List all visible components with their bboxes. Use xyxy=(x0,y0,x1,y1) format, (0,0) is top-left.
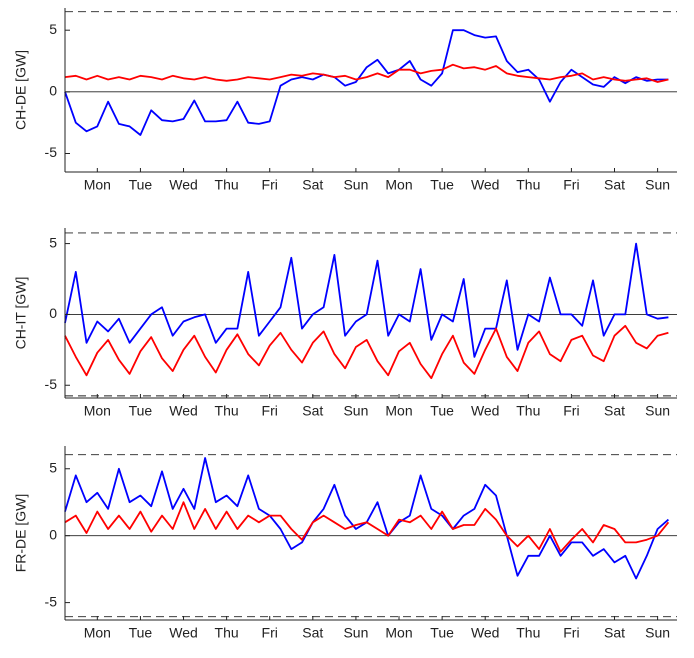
x-tick-label: Fri xyxy=(563,625,579,641)
x-tick-label: Tue xyxy=(430,625,454,641)
y-tick-label: 0 xyxy=(49,526,57,542)
series-line xyxy=(64,457,669,580)
x-tick-label: Thu xyxy=(215,403,239,419)
x-tick-label: Mon xyxy=(385,177,412,193)
x-tick-label: Sun xyxy=(645,403,670,419)
x-tick-label: Sun xyxy=(343,625,368,641)
x-tick-label: Sat xyxy=(302,177,323,193)
y-axis-label: CH-DE [GW] xyxy=(13,50,29,130)
x-tick-label: Fri xyxy=(262,177,278,193)
series-line xyxy=(64,242,669,358)
panel: -5 0 5 Mon Tue Wed Thu Fri Sat Sun Mon Tue Wed Thu Fri… xyxy=(13,228,677,419)
x-tick-label: Fri xyxy=(262,403,278,419)
x-tick-label: Mon xyxy=(84,403,111,419)
x-tick-label: Wed xyxy=(471,403,500,419)
x-tick-label: Tue xyxy=(430,403,454,419)
x-tick-label: Thu xyxy=(516,403,540,419)
y-axis-label: FR-DE [GW] xyxy=(13,494,29,573)
x-tick-label: Wed xyxy=(169,625,198,641)
x-tick-label: Mon xyxy=(84,625,111,641)
x-tick-label: Sun xyxy=(645,625,670,641)
panel: -5 0 5 Mon Tue Wed Thu Fri Sat Sun Mon Tue Wed Thu Fri… xyxy=(13,446,677,641)
x-tick-label: Thu xyxy=(215,625,239,641)
y-tick-label: 5 xyxy=(49,21,57,37)
x-tick-label: Tue xyxy=(129,403,153,419)
x-tick-label: Thu xyxy=(516,625,540,641)
x-tick-label: Sun xyxy=(343,403,368,419)
x-tick-label: Sun xyxy=(343,177,368,193)
series-line xyxy=(64,324,669,380)
x-tick-label: Tue xyxy=(129,177,153,193)
x-tick-label: Fri xyxy=(563,177,579,193)
y-tick-label: 5 xyxy=(49,459,57,475)
y-tick-label: -5 xyxy=(45,376,58,392)
x-tick-label: Wed xyxy=(169,403,198,419)
y-tick-label: -5 xyxy=(45,144,58,160)
x-tick-label: Wed xyxy=(471,177,500,193)
y-tick-label: 5 xyxy=(49,234,57,250)
x-tick-label: Tue xyxy=(129,625,153,641)
panel: -5 0 5 Mon Tue Wed Thu Fri Sat Sun Mon Tue Wed Thu Fri… xyxy=(13,8,677,193)
x-tick-label: Sat xyxy=(302,403,323,419)
x-tick-label: Thu xyxy=(215,177,239,193)
x-tick-label: Sun xyxy=(645,177,670,193)
series-line xyxy=(64,29,669,136)
x-tick-label: Mon xyxy=(84,177,111,193)
x-tick-label: Wed xyxy=(471,625,500,641)
y-tick-label: -5 xyxy=(45,593,58,609)
series-line xyxy=(64,63,669,83)
x-tick-label: Fri xyxy=(262,625,278,641)
series-line xyxy=(64,501,670,553)
x-tick-label: Thu xyxy=(516,177,540,193)
x-tick-label: Sat xyxy=(604,403,625,419)
x-tick-label: Mon xyxy=(385,625,412,641)
x-tick-label: Fri xyxy=(563,403,579,419)
x-tick-label: Mon xyxy=(385,403,412,419)
x-tick-label: Sat xyxy=(302,625,323,641)
x-tick-label: Tue xyxy=(430,177,454,193)
x-tick-label: Sat xyxy=(604,625,625,641)
x-tick-label: Sat xyxy=(604,177,625,193)
y-tick-label: 0 xyxy=(49,305,57,321)
y-tick-label: 0 xyxy=(49,83,57,99)
x-tick-label: Wed xyxy=(169,177,198,193)
y-axis-label: CH-IT [GW] xyxy=(13,277,29,350)
